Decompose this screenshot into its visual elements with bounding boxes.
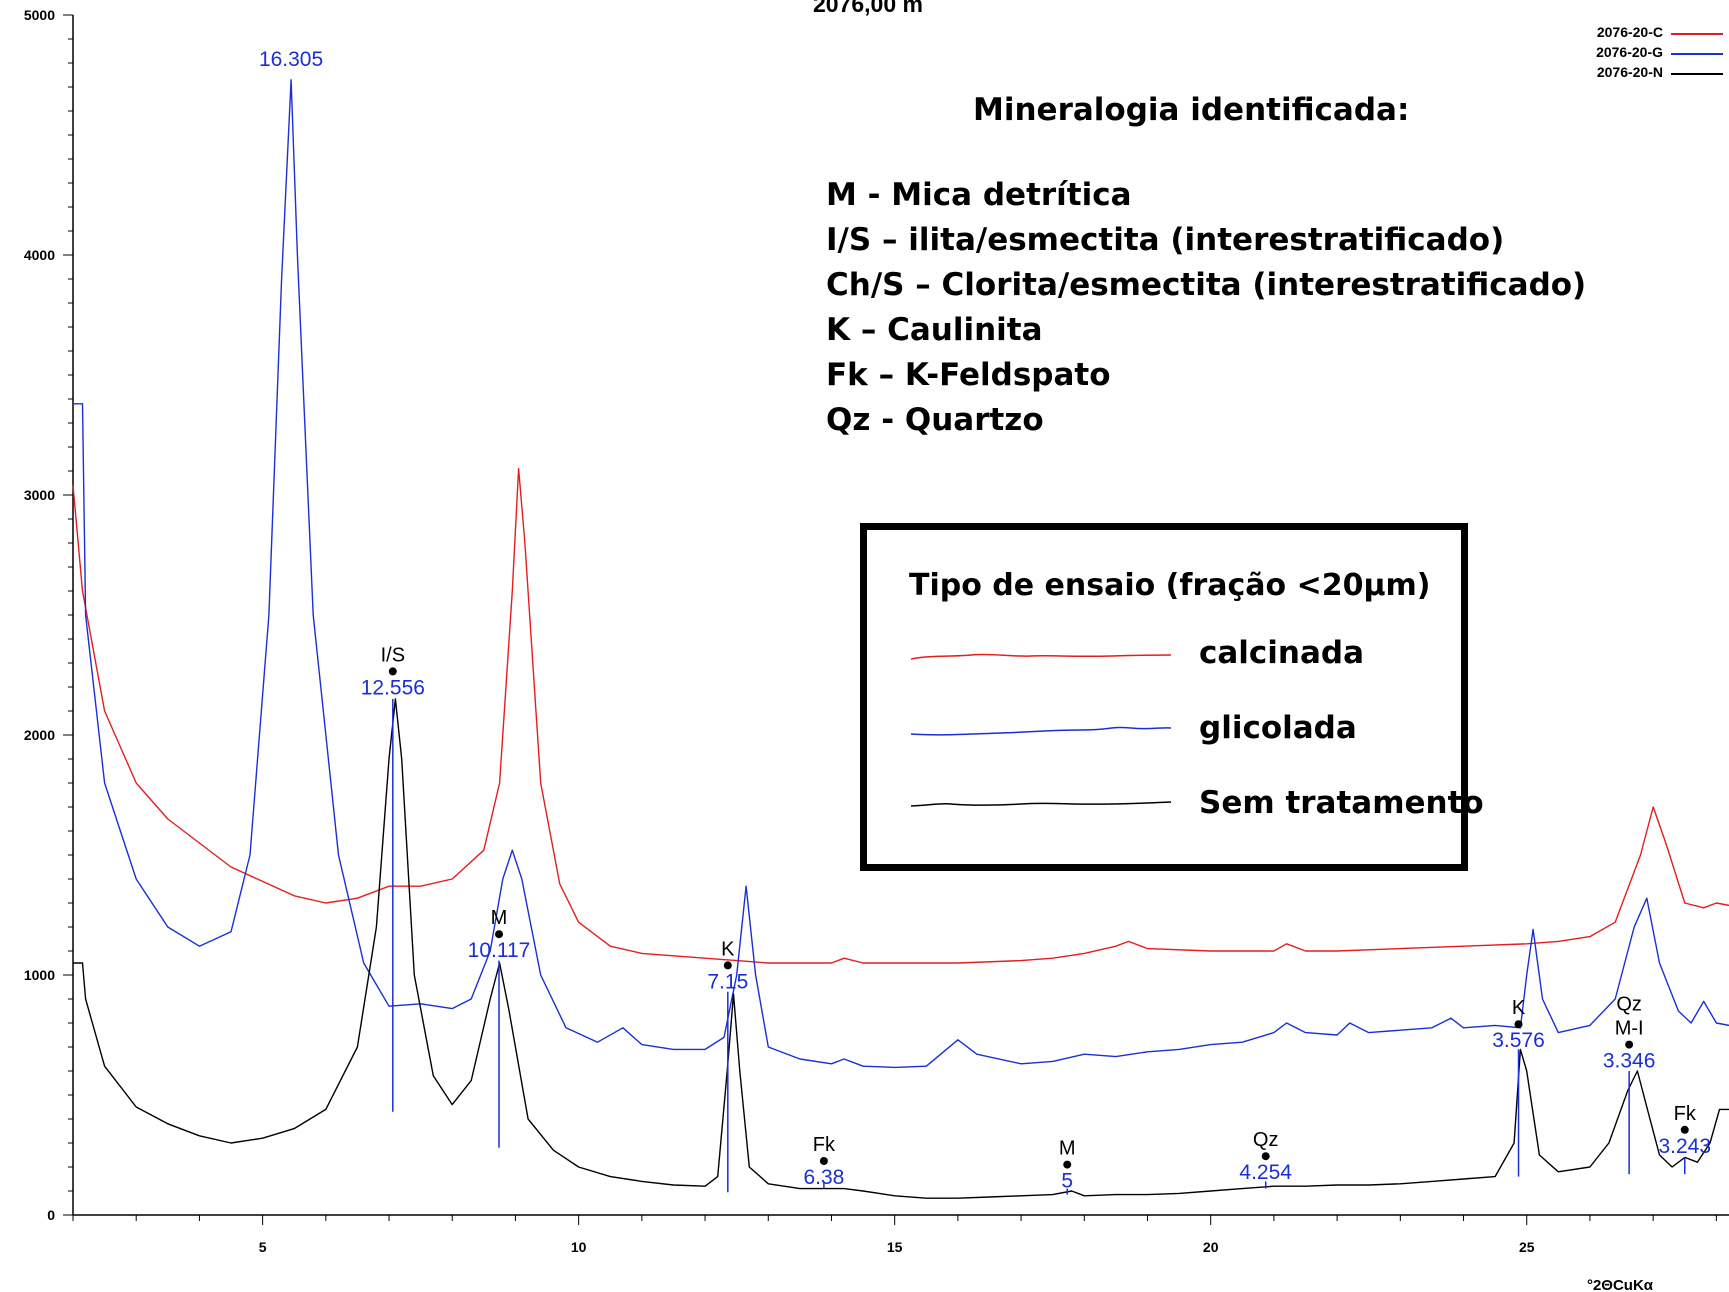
x-tick-label: 20 bbox=[1203, 1239, 1219, 1255]
d-spacing-label: 10.117 bbox=[468, 939, 531, 962]
legend-line-glicolada bbox=[911, 718, 1171, 742]
y-tick-label: 1000 bbox=[24, 967, 55, 983]
d-spacing-label: 16.305 bbox=[259, 48, 323, 71]
sample-legend: 2076-20-C 2076-20-G 2076-20-N bbox=[1523, 24, 1723, 84]
legend-label-calcinada: calcinada bbox=[1199, 635, 1364, 671]
mineral-item: K – Caulinita bbox=[826, 312, 1043, 348]
d-spacing-label: 5 bbox=[1061, 1170, 1073, 1193]
peak-dot bbox=[1515, 1020, 1523, 1028]
legend-line-sem-tratamento bbox=[911, 792, 1171, 816]
peak-dot bbox=[1625, 1041, 1633, 1049]
peak-dot bbox=[1262, 1152, 1270, 1160]
mineral-item: Qz - Quartzo bbox=[826, 402, 1044, 438]
legend-swatch bbox=[1671, 33, 1723, 35]
legend-item: 2076-20-C bbox=[1523, 24, 1723, 44]
mineral-label: M bbox=[491, 907, 508, 929]
x-tick-label: 15 bbox=[887, 1239, 903, 1255]
legend-line-calcinada bbox=[911, 645, 1171, 669]
y-tick-label: 0 bbox=[47, 1207, 55, 1223]
mineral-item: Fk – K-Feldspato bbox=[826, 357, 1111, 393]
d-spacing-label: 3.243 bbox=[1658, 1135, 1711, 1158]
legend-label: 2076-20-C bbox=[1597, 24, 1663, 40]
legend-item: 2076-20-N bbox=[1523, 64, 1723, 84]
peak-dot bbox=[389, 667, 397, 675]
y-tick-label: 2000 bbox=[24, 727, 55, 743]
legend-label-glicolada: glicolada bbox=[1199, 710, 1357, 746]
d-spacing-label: 3.346 bbox=[1603, 1050, 1656, 1073]
legend-swatch bbox=[1671, 73, 1723, 75]
legend-swatch bbox=[1671, 53, 1723, 55]
mineral-label: Fk bbox=[813, 1134, 836, 1156]
d-spacing-label: 6.38 bbox=[803, 1166, 844, 1189]
y-tick-label: 4000 bbox=[24, 247, 55, 263]
legend-label: 2076-20-N bbox=[1597, 64, 1663, 80]
mineral-label: K bbox=[721, 938, 735, 960]
mineral-label: Fk bbox=[1674, 1103, 1697, 1125]
mineral-label: M bbox=[1059, 1138, 1076, 1160]
test-type-legend: Tipo de ensaio (fração <20µm) calcinada … bbox=[860, 523, 1468, 871]
mineral-label: I/S bbox=[381, 644, 405, 666]
peak-dot bbox=[495, 930, 503, 938]
chart-title: 2076,00 m bbox=[813, 0, 923, 17]
d-spacing-label: 4.254 bbox=[1239, 1161, 1292, 1184]
test-legend-title: Tipo de ensaio (fração <20µm) bbox=[909, 568, 1431, 603]
d-spacing-label: 3.576 bbox=[1492, 1029, 1545, 1052]
d-spacing-label: 7.15 bbox=[707, 970, 748, 993]
x-axis-label: °2ΘCuKα bbox=[1587, 1277, 1654, 1292]
mineral-label: Qz bbox=[1253, 1129, 1279, 1151]
mineralogy-title: Mineralogia identificada: bbox=[973, 92, 1409, 128]
mineral-label: M-I bbox=[1615, 1018, 1644, 1040]
legend-label: 2076-20-G bbox=[1596, 44, 1663, 60]
legend-item: 2076-20-G bbox=[1523, 44, 1723, 64]
mineral-item: M - Mica detrítica bbox=[826, 177, 1132, 213]
peak-dot bbox=[1063, 1161, 1071, 1169]
y-tick-label: 3000 bbox=[24, 487, 55, 503]
mineral-item: I/S – ilita/esmectita (interestratificad… bbox=[826, 222, 1504, 258]
peak-dot bbox=[724, 961, 732, 969]
mineral-label: K bbox=[1512, 997, 1526, 1019]
legend-label-sem-tratamento: Sem tratamento bbox=[1199, 785, 1484, 821]
peak-dot bbox=[820, 1157, 828, 1165]
d-spacing-label: 12.556 bbox=[361, 676, 425, 699]
peak-dot bbox=[1681, 1126, 1689, 1134]
mineral-label: Qz bbox=[1616, 994, 1642, 1016]
x-tick-label: 5 bbox=[259, 1239, 267, 1255]
mineral-item: Ch/S – Clorita/esmectita (interestratifi… bbox=[826, 267, 1586, 303]
x-tick-label: 25 bbox=[1519, 1239, 1535, 1255]
x-tick-label: 10 bbox=[571, 1239, 587, 1255]
y-tick-label: 5000 bbox=[24, 7, 55, 23]
